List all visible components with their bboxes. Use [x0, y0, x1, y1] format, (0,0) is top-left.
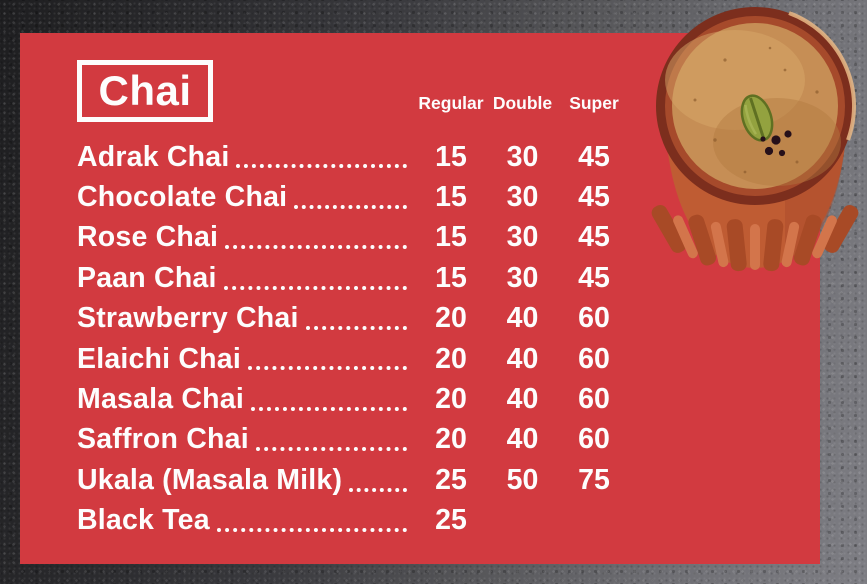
column-header-double: Double — [492, 93, 553, 113]
item-name: Ukala (Masala Milk) — [77, 463, 343, 496]
menu-item-row: Black Tea 25 — [77, 501, 629, 541]
column-header-super: Super — [569, 93, 619, 113]
menu-title: Chai — [98, 67, 192, 114]
price-regular: 20 — [435, 342, 467, 375]
item-name: Paan Chai — [77, 261, 217, 294]
menu-item-row: Masala Chai 20 40 60 — [77, 379, 629, 419]
price-super: 45 — [578, 221, 610, 254]
item-name: Adrak Chai — [77, 140, 230, 173]
dotted-leader — [223, 285, 407, 290]
menu-items-list: Adrak Chai 15 30 45 Chocolate Chai 15 30… — [77, 137, 629, 541]
price-double: 30 — [506, 221, 539, 254]
price-regular: 20 — [435, 302, 467, 335]
price-double: 40 — [506, 342, 539, 375]
price-column-headers: Regular Double Super — [77, 33, 629, 114]
item-name: Black Tea — [77, 504, 210, 537]
menu-item-row: Saffron Chai 20 40 60 — [77, 420, 629, 460]
price-super: 60 — [578, 342, 610, 375]
price-regular: 15 — [435, 221, 467, 254]
menu-item-row: Adrak Chai 15 30 45 — [77, 137, 629, 177]
price-regular: 20 — [435, 423, 467, 456]
price-double: 50 — [506, 463, 539, 496]
menu-item-row: Ukala (Masala Milk) 25 50 75 — [77, 460, 629, 500]
menu-title-box: Chai — [77, 60, 213, 122]
dotted-leader — [225, 245, 407, 250]
item-name: Masala Chai — [77, 383, 244, 416]
price-double: 30 — [506, 181, 539, 214]
dotted-leader — [349, 487, 407, 492]
dotted-leader — [247, 366, 407, 371]
dotted-leader — [250, 406, 407, 411]
dotted-leader — [294, 204, 407, 209]
price-double: 40 — [506, 302, 539, 335]
price-super: 60 — [578, 302, 610, 335]
item-name: Strawberry Chai — [77, 302, 299, 335]
menu-item-row: Elaichi Chai 20 40 60 — [77, 339, 629, 379]
menu-item-row: Chocolate Chai 15 30 45 — [77, 177, 629, 217]
item-name: Chocolate Chai — [77, 181, 288, 214]
dotted-leader — [255, 447, 407, 452]
cardamom-garnish — [740, 94, 774, 142]
item-name: Rose Chai — [77, 221, 219, 254]
column-header-regular: Regular — [418, 93, 484, 113]
price-double: 30 — [506, 261, 539, 294]
menu-item-row: Paan Chai 15 30 45 — [77, 258, 629, 298]
price-regular: 20 — [435, 383, 467, 416]
chai-kulhad-photo — [651, 7, 859, 272]
price-super: 45 — [578, 181, 610, 214]
price-double: 40 — [506, 423, 539, 456]
dotted-leader — [216, 527, 407, 532]
price-double: 40 — [506, 383, 539, 416]
price-regular: 15 — [435, 181, 467, 214]
dotted-leader — [305, 325, 407, 330]
price-double: 30 — [506, 140, 539, 173]
price-regular: 15 — [435, 261, 467, 294]
menu-item-row: Rose Chai 15 30 45 — [77, 218, 629, 258]
item-name: Elaichi Chai — [77, 342, 241, 375]
price-regular: 25 — [435, 463, 467, 496]
menu-item-row: Strawberry Chai 20 40 60 — [77, 299, 629, 339]
price-super: 45 — [578, 140, 610, 173]
dotted-leader — [236, 164, 407, 169]
clove-spices — [760, 130, 792, 157]
price-regular: 15 — [435, 140, 467, 173]
price-regular: 25 — [435, 504, 467, 537]
item-name: Saffron Chai — [77, 423, 249, 456]
price-super: 45 — [578, 261, 610, 294]
price-super: 60 — [578, 423, 610, 456]
price-super: 60 — [578, 383, 610, 416]
menu-content: Chai Regular Double Super Adrak Chai 15 … — [77, 33, 629, 541]
price-super: 75 — [578, 463, 610, 496]
